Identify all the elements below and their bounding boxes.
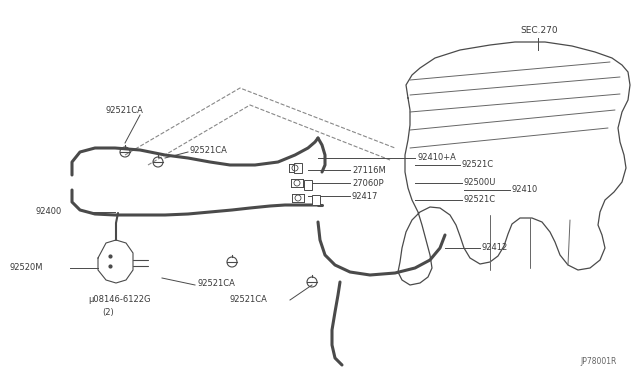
Text: 92520M: 92520M (10, 263, 44, 272)
Text: 92417: 92417 (352, 192, 378, 201)
Text: 92521C: 92521C (464, 195, 496, 203)
Text: JP78001R: JP78001R (580, 357, 616, 366)
Bar (294, 163, 302, 173)
Text: 92521CA: 92521CA (230, 295, 268, 305)
Text: 92521CA: 92521CA (190, 145, 228, 154)
Text: 27060P: 27060P (352, 179, 383, 187)
Text: 92521C: 92521C (462, 160, 494, 169)
Text: 92410+A: 92410+A (418, 153, 457, 161)
Text: 92500U: 92500U (464, 177, 497, 186)
Text: SEC.270: SEC.270 (520, 26, 557, 35)
Text: 27116M: 27116M (352, 166, 386, 174)
Bar (304, 180, 312, 190)
Text: 92400: 92400 (35, 206, 61, 215)
Text: (2): (2) (102, 308, 114, 317)
Text: 92412: 92412 (482, 243, 508, 251)
Text: 92521CA: 92521CA (105, 106, 143, 115)
Bar (312, 195, 320, 205)
Text: 92521CA: 92521CA (197, 279, 235, 289)
Text: 92410: 92410 (512, 185, 538, 193)
Text: µ08146-6122G: µ08146-6122G (88, 295, 150, 305)
